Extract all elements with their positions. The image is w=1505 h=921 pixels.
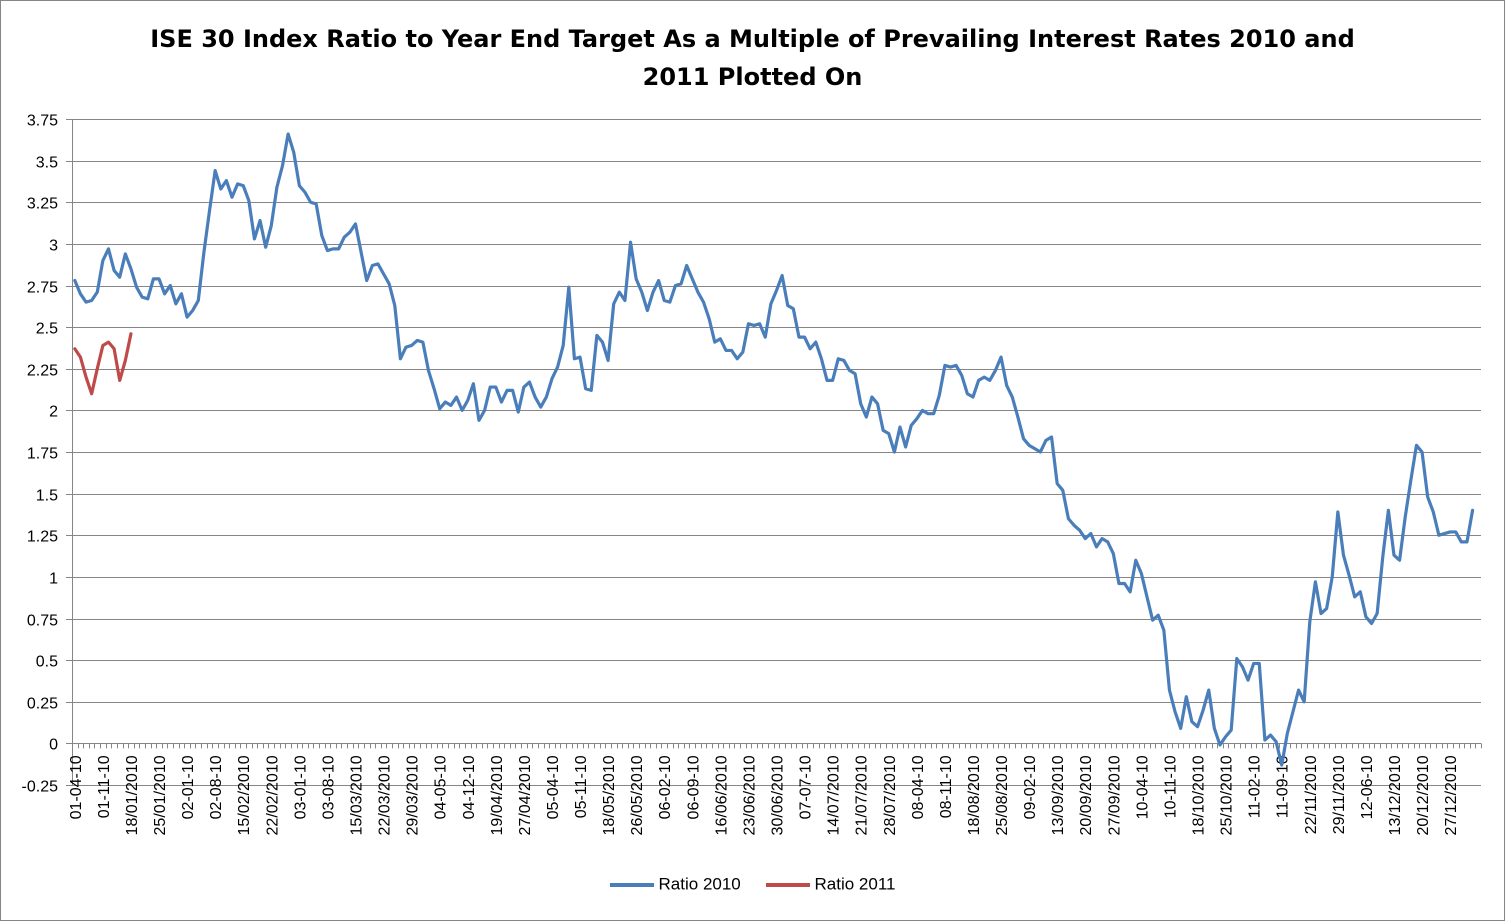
x-tick-label: 04-05-10 [433, 755, 450, 819]
x-axis-tick-labels: 01-04-10 01-11-10 18/01/2010 25/01/2010 02-0… [68, 755, 1460, 835]
x-tick-label: 29/03/2010 [405, 755, 422, 835]
x-tick-label: 10-04-10 [1134, 755, 1151, 819]
y-tick-label: 3.25 [27, 196, 58, 213]
x-tick-label: 13/12/2010 [1387, 755, 1404, 835]
y-tick-label: 2.5 [36, 321, 58, 338]
y-tick-label: 1 [49, 571, 58, 588]
x-tick-label: 21/07/2010 [854, 755, 871, 835]
y-tick-label: 3 [49, 238, 58, 255]
x-tick-label: 22/11/2010 [1303, 755, 1320, 834]
x-tick-label: 08-11-10 [938, 755, 955, 818]
legend-item-ratio-2010: Ratio 2010 [609, 874, 741, 895]
x-tick-label: 10-11-10 [1162, 755, 1179, 818]
y-tick-label: 2 [49, 404, 58, 421]
y-tick-label: 3.75 [27, 113, 58, 130]
x-tick-label: 11-09-10 [1275, 755, 1292, 818]
legend-label-ratio-2010: Ratio 2010 [658, 874, 741, 894]
legend-swatch-ratio-2011 [765, 882, 810, 887]
y-tick-label: -0.25 [22, 779, 59, 796]
legend-item-ratio-2011: Ratio 2011 [765, 874, 896, 895]
x-tick-label: 03-01-10 [292, 755, 309, 819]
x-tick-label: 12-06-10 [1359, 755, 1376, 819]
x-tick-label: 01-11-10 [96, 755, 113, 818]
x-tick-label: 25/10/2010 [1219, 755, 1236, 835]
x-tick-label: 02-08-10 [208, 755, 225, 819]
x-tick-label: 04-12-10 [461, 755, 478, 819]
legend: Ratio 2010 Ratio 2011 [0, 874, 1505, 895]
x-tick-label: 09-02-10 [1022, 755, 1039, 819]
y-tick-label: 1.25 [27, 529, 58, 546]
x-tick-label: 01-04-10 [68, 755, 85, 819]
y-tick-label: 2.25 [27, 363, 58, 380]
y-tick-label: 0 [49, 737, 58, 754]
x-tick-label: 18/10/2010 [1191, 755, 1208, 835]
x-tick-label: 07-07-10 [798, 755, 815, 819]
x-tick-label: 15/02/2010 [236, 755, 253, 835]
x-tick-label: 20/12/2010 [1415, 755, 1432, 835]
x-tick-label: 11-02-10 [1247, 755, 1264, 818]
x-tick-label: 18/08/2010 [966, 755, 983, 835]
x-tick-label: 27/12/2010 [1443, 755, 1460, 835]
y-tick-label: 1.75 [27, 446, 58, 463]
x-tick-label: 05-04-10 [545, 755, 562, 819]
x-tick-label: 29/11/2010 [1331, 755, 1348, 834]
x-tick-label: 25/08/2010 [994, 755, 1011, 835]
chart-title: ISE 30 Index Ratio to Year End Target As… [0, 20, 1505, 96]
legend-label-ratio-2011: Ratio 2011 [814, 874, 896, 894]
series-lines [73, 132, 1475, 767]
x-tick-label: 14/07/2010 [826, 755, 843, 835]
x-tick-label: 19/04/2010 [489, 755, 506, 835]
x-tick-label: 27/09/2010 [1106, 755, 1123, 835]
x-tick-label: 18/01/2010 [124, 755, 141, 835]
x-tick-label: 27/04/2010 [517, 755, 534, 835]
series-line-ratio-2010 [73, 132, 1475, 767]
x-tick-label: 23/06/2010 [741, 755, 758, 835]
x-tick-label: 18/05/2010 [601, 755, 618, 835]
x-tick-label: 13/09/2010 [1050, 755, 1067, 835]
x-tick-label: 30/06/2010 [770, 755, 787, 835]
axes [66, 119, 1482, 786]
x-tick-label: 26/05/2010 [629, 755, 646, 835]
x-tick-label: 06-02-10 [657, 755, 674, 819]
x-tick-label: 15/03/2010 [348, 755, 365, 835]
y-tick-label: 0.5 [36, 654, 58, 671]
y-axis-tick-labels: -0.25 0 0.25 0.5 0.75 1 1.25 1.5 1.75 2 2.25 2.5 2.7… [22, 113, 59, 796]
x-tick-label: 05-11-10 [573, 755, 590, 818]
x-tick-label: 02-01-10 [180, 755, 197, 819]
x-tick-label: 06-09-10 [685, 755, 702, 819]
y-tick-label: 0.75 [27, 613, 58, 630]
x-tick-label: 16/06/2010 [713, 755, 730, 835]
x-tick-label: 03-08-10 [320, 755, 337, 819]
legend-swatch-ratio-2010 [609, 882, 654, 887]
y-tick-label: 0.25 [27, 696, 58, 713]
x-tick-label: 22/03/2010 [377, 755, 394, 835]
x-tick-label: 22/02/2010 [264, 755, 281, 835]
series-line-ratio-2011 [73, 332, 133, 396]
gridlines [72, 119, 1481, 786]
x-tick-label: 08-04-10 [910, 755, 927, 819]
chart-title-line-2: 2011 Plotted On [642, 63, 863, 91]
y-tick-label: 1.5 [36, 488, 58, 505]
y-tick-label: 2.75 [27, 280, 58, 297]
x-tick-label: 20/09/2010 [1078, 755, 1095, 835]
x-tick-label: 25/01/2010 [152, 755, 169, 835]
x-tick-label: 28/07/2010 [882, 755, 899, 835]
chart-title-line-1: ISE 30 Index Ratio to Year End Target As… [150, 25, 1355, 53]
y-tick-label: 3.5 [36, 155, 58, 172]
